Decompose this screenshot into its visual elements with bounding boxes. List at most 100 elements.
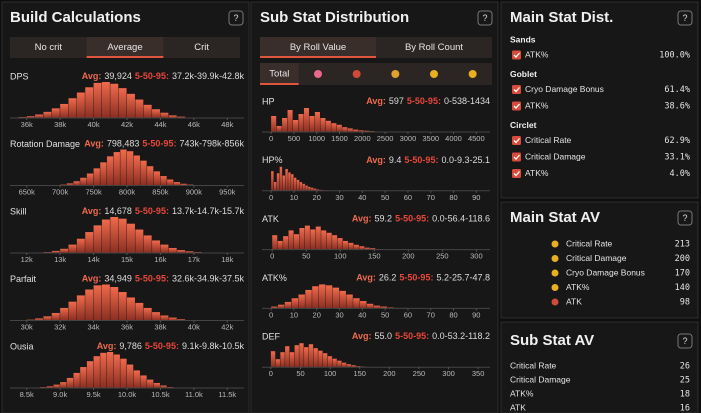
histogram-bar bbox=[120, 149, 127, 186]
filter-icon[interactable] bbox=[391, 70, 400, 78]
help-button[interactable] bbox=[228, 10, 244, 26]
help-button[interactable] bbox=[677, 210, 693, 226]
tab[interactable]: Average bbox=[107, 42, 142, 53]
histogram-bar bbox=[311, 187, 314, 191]
histogram-bar bbox=[273, 182, 277, 191]
histogram-bar bbox=[127, 93, 135, 118]
histogram-bar bbox=[282, 175, 285, 191]
group-label: Sands bbox=[510, 34, 536, 44]
histogram-bar bbox=[101, 219, 110, 253]
x-tick-label: 40k bbox=[88, 120, 100, 129]
checkbox[interactable] bbox=[512, 136, 521, 145]
checkbox[interactable] bbox=[512, 152, 521, 162]
tab[interactable]: Crit bbox=[194, 42, 209, 53]
stat-value: 213 bbox=[675, 240, 690, 250]
checkbox[interactable] bbox=[512, 50, 521, 60]
histogram-bar bbox=[118, 218, 127, 253]
histogram-bar bbox=[342, 127, 348, 132]
histogram-bar bbox=[43, 111, 52, 118]
histogram-bar bbox=[93, 285, 102, 321]
checkbox[interactable] bbox=[512, 101, 521, 111]
filter-icon[interactable] bbox=[314, 70, 322, 78]
histogram-bar bbox=[277, 304, 285, 309]
filter-icon[interactable] bbox=[468, 70, 477, 78]
help-button[interactable] bbox=[477, 10, 493, 26]
histogram-bar bbox=[177, 319, 186, 321]
histogram-bar bbox=[68, 98, 77, 118]
filter-icon[interactable] bbox=[430, 70, 438, 78]
histogram-bar bbox=[85, 289, 94, 321]
x-tick-label: 100 bbox=[324, 369, 337, 378]
tab-active bbox=[260, 37, 376, 58]
section-stats: Avg: 59.2 5-50-95: 0.0-56.4-118.6 bbox=[352, 214, 490, 224]
histogram-bar bbox=[120, 358, 127, 388]
histogram-bar bbox=[327, 356, 333, 368]
x-tick-label: 10.0k bbox=[118, 390, 137, 399]
filter-tab[interactable]: Total bbox=[269, 69, 289, 80]
section-label: ATK bbox=[262, 214, 279, 224]
stat-name: Critical Damage bbox=[566, 253, 627, 263]
tab-underline bbox=[260, 56, 376, 58]
stat-text: 5-50-95: bbox=[145, 341, 179, 351]
histogram-bar bbox=[101, 82, 110, 118]
stat-text: 34,949 bbox=[104, 274, 132, 284]
x-tick-label: 60 bbox=[404, 193, 412, 202]
histogram-bar bbox=[73, 372, 80, 388]
histogram-bar bbox=[93, 168, 100, 186]
histogram-bar bbox=[364, 130, 370, 132]
x-tick-label: 30 bbox=[335, 193, 343, 202]
histogram-bar bbox=[73, 181, 80, 186]
histogram-bar bbox=[160, 385, 167, 388]
x-tick-label: 1500 bbox=[331, 134, 348, 143]
histogram-bar bbox=[153, 171, 161, 186]
stat-text: 32.6k-34.9k-37.5k bbox=[172, 274, 245, 284]
x-tick-label: 3500 bbox=[422, 134, 439, 143]
histogram-bar bbox=[143, 235, 152, 253]
histogram-bar bbox=[289, 352, 295, 368]
histogram-bar bbox=[135, 99, 144, 118]
checkbox[interactable] bbox=[512, 169, 521, 178]
histogram-bar bbox=[316, 189, 320, 191]
x-tick-label: 36k bbox=[21, 120, 33, 129]
histogram-bar bbox=[312, 286, 319, 309]
x-tick-label: 50 bbox=[381, 193, 389, 202]
stat-name: ATK% bbox=[510, 388, 534, 398]
stat-text: 0.0-56.4-118.6 bbox=[432, 214, 490, 224]
histogram-bar bbox=[359, 246, 365, 250]
histogram-bar bbox=[80, 177, 87, 186]
histogram-bar bbox=[110, 217, 119, 253]
help-button[interactable] bbox=[677, 333, 693, 349]
histogram-bar bbox=[106, 156, 114, 186]
histogram-bar bbox=[331, 123, 337, 132]
x-tick-label: 50 bbox=[381, 310, 389, 319]
section-label: Parfait bbox=[10, 274, 37, 284]
x-tick-label: 1000 bbox=[308, 134, 325, 143]
histogram-bar bbox=[351, 365, 356, 368]
histogram-bar bbox=[113, 152, 120, 186]
stat-name: ATK% bbox=[525, 49, 549, 59]
stat-text: 14,678 bbox=[104, 206, 132, 216]
tab[interactable]: No crit bbox=[35, 42, 63, 53]
help-button[interactable] bbox=[677, 10, 693, 26]
histogram-bar bbox=[80, 367, 87, 388]
stat-value: 16 bbox=[680, 404, 690, 413]
histogram-bar bbox=[341, 362, 347, 368]
tab[interactable]: By Roll Value bbox=[290, 42, 346, 53]
check bbox=[513, 171, 520, 177]
tab[interactable]: By Roll Count bbox=[405, 42, 463, 53]
x-tick-label: 40 bbox=[358, 193, 366, 202]
histogram-bar bbox=[68, 301, 77, 321]
histogram-bar bbox=[314, 112, 320, 132]
histogram-bar bbox=[46, 386, 54, 388]
stat-name: ATK bbox=[510, 402, 526, 412]
stat-text: 39,924 bbox=[104, 71, 132, 81]
filter-icon[interactable] bbox=[352, 70, 361, 78]
histogram-bar bbox=[143, 307, 152, 321]
histogram-bar bbox=[304, 225, 310, 250]
x-tick-label: 250 bbox=[436, 252, 449, 261]
checkbox[interactable] bbox=[512, 85, 521, 94]
histogram-bar bbox=[304, 347, 309, 368]
histogram-bar bbox=[313, 348, 318, 368]
stat-text: Avg: bbox=[84, 139, 104, 149]
section-stats: Avg: 34,949 5-50-95: 32.6k-34.9k-37.5k bbox=[82, 274, 245, 284]
